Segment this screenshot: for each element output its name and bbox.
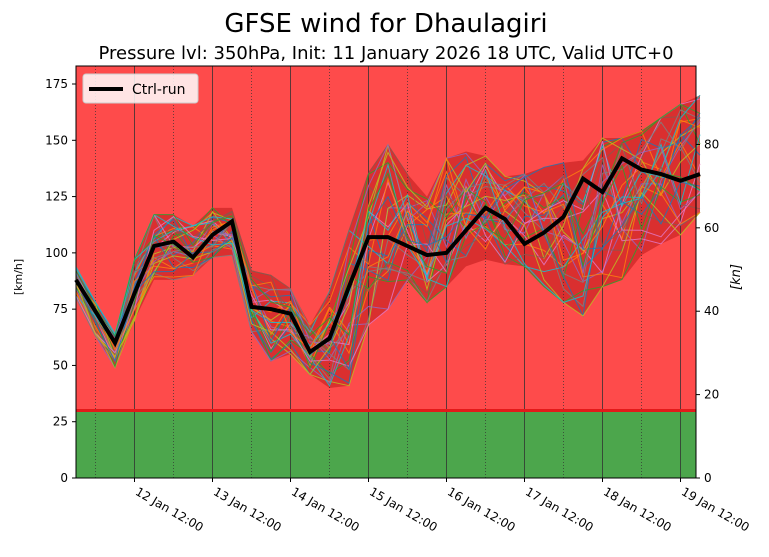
ensemble-member-line <box>75 162 701 370</box>
y-tick-label-right: 20 <box>704 388 719 402</box>
y-tick-label-right: 80 <box>704 137 719 151</box>
chart-title: GFSE wind for Dhaulagiri <box>224 9 547 39</box>
ensemble-member-line <box>75 94 701 387</box>
x-tick-label: 19 Jan 12:00 <box>679 484 752 534</box>
y-tick-label-left: 25 <box>53 415 68 429</box>
x-tick-label: 16 Jan 12:00 <box>445 484 518 534</box>
ensemble-member-line <box>75 162 701 371</box>
y-tick-label-left: 175 <box>45 77 68 91</box>
ensemble-member-line <box>75 164 701 338</box>
ensemble-member-line <box>75 119 701 357</box>
ensemble-member-line <box>75 140 701 367</box>
y-tick-label-left: 50 <box>53 358 68 372</box>
x-tick-label: 18 Jan 12:00 <box>601 484 674 534</box>
plot-frame <box>75 65 697 479</box>
x-tick-label: 15 Jan 12:00 <box>367 484 440 534</box>
chart-subtitle: Pressure lvl: 350hPa, Init: 11 January 2… <box>98 43 673 64</box>
ensemble-member-line <box>75 112 701 376</box>
ctrl-run-line <box>74 155 701 355</box>
y-tick-label-right: 40 <box>704 304 719 318</box>
y-axis-label-left: [km/h] <box>12 259 25 295</box>
below-threshold-band <box>76 410 696 478</box>
y-tick-label-left: 100 <box>45 246 68 260</box>
x-tick-label: 13 Jan 12:00 <box>211 484 284 534</box>
y-tick-label-left: 150 <box>45 133 68 147</box>
legend-label-ctrl-run: Ctrl-run <box>132 82 185 98</box>
y-axis-label-right: [kn] <box>729 264 744 290</box>
y-tick-label-left: 0 <box>60 471 68 485</box>
y-tick-label-left: 75 <box>53 302 68 316</box>
x-tick-label: 14 Jan 12:00 <box>289 484 362 534</box>
y-tick-label-left: 125 <box>45 190 68 204</box>
ensemble-member-line <box>75 143 701 345</box>
x-tick-label: 12 Jan 12:00 <box>133 484 206 534</box>
ensemble-member-line <box>75 117 701 362</box>
ensemble-member-line <box>75 151 701 376</box>
ensemble-member-line <box>75 138 701 371</box>
plot-area <box>74 66 701 478</box>
legend-box <box>82 73 199 104</box>
legend: Ctrl-run <box>82 73 199 104</box>
y-tick-label-right: 60 <box>704 221 719 235</box>
y-tick-label-right: 0 <box>704 471 712 485</box>
ensemble-member-line <box>75 156 701 351</box>
ensemble-envelope <box>76 95 700 388</box>
ensemble-member-line <box>75 134 701 347</box>
x-tick-label: 17 Jan 12:00 <box>523 484 596 534</box>
